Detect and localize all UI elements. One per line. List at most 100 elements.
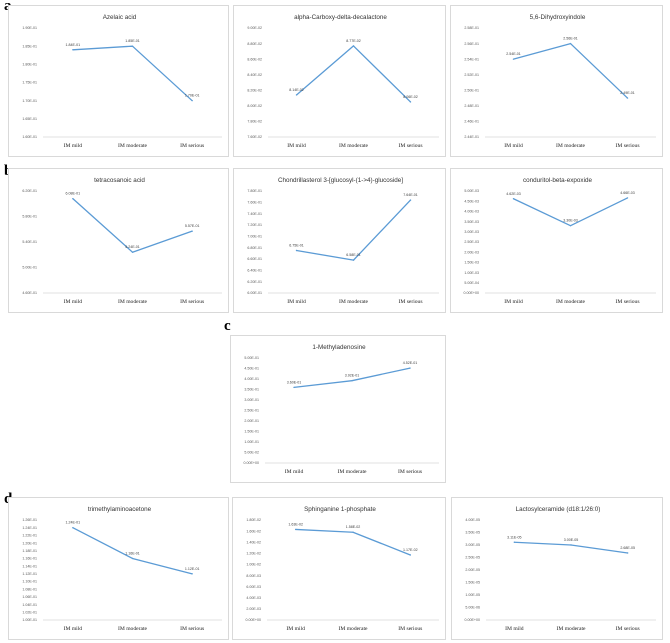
data-point xyxy=(294,528,297,531)
x-category-label: IM moderate xyxy=(339,299,369,305)
data-label: 1.70E-01 xyxy=(185,94,200,98)
y-tick-label: 4.50E-03 xyxy=(464,199,479,203)
y-tick-label: 3.00E-05 xyxy=(465,543,480,547)
y-tick-label: 7.20E-01 xyxy=(247,223,262,227)
data-label: 6.75E-01 xyxy=(289,244,304,248)
data-point xyxy=(512,58,515,60)
data-label: 6.58E-01 xyxy=(346,253,361,257)
data-point xyxy=(352,531,354,533)
y-tick-label: 1.08E-01 xyxy=(22,587,37,591)
y-tick-label: 4.50E-01 xyxy=(244,367,259,371)
chart-svg: tetracosanoic acid 4.60E-01 5.00E-01 5.40E-… xyxy=(22,177,222,305)
chart-title: 1-Methyladenosine xyxy=(312,344,366,351)
y-tick-label: 1.00E-02 xyxy=(246,563,261,567)
y-tick-label: 5.00E-04 xyxy=(464,281,479,285)
data-point xyxy=(351,379,353,382)
y-tick-label: 0.00E+00 xyxy=(465,618,481,622)
y-tick-label: 8.20E-02 xyxy=(247,88,262,92)
y-tick-label: 3.50E-01 xyxy=(244,388,259,392)
series-line xyxy=(72,198,193,253)
y-tick-label: 8.60E-02 xyxy=(247,57,262,61)
x-category-label: IM mild xyxy=(64,299,83,305)
y-tick-label: 2.56E-01 xyxy=(464,42,479,46)
data-label: 3.00E-05 xyxy=(564,538,579,542)
x-category-label: IM moderate xyxy=(118,143,148,149)
data-label: 1.24E-01 xyxy=(66,521,81,525)
y-tick-label: 2.52E-01 xyxy=(464,73,479,77)
x-category-label: IM moderate xyxy=(339,143,369,149)
y-tick-label: 2.00E-03 xyxy=(464,250,479,254)
data-label: 2.49E-01 xyxy=(620,91,635,95)
series-line xyxy=(513,42,628,99)
y-tick-label: 4.00E-03 xyxy=(464,210,479,214)
data-point xyxy=(409,554,412,556)
data-point xyxy=(512,198,515,200)
x-category-label: IM moderate xyxy=(338,626,368,632)
chart-4: Chondrillasterol 3-[glucosyl-(1->4)-gluc… xyxy=(233,168,446,313)
y-tick-label: 2.00E-01 xyxy=(244,419,259,423)
y-tick-label: 2.54E-01 xyxy=(464,57,479,61)
data-label: 1.63E-02 xyxy=(288,522,303,526)
x-category-label: IM mild xyxy=(504,143,523,149)
series-line xyxy=(295,528,411,556)
y-tick-label: 1.04E-01 xyxy=(22,603,37,607)
x-category-label: IM mild xyxy=(64,626,83,632)
data-point xyxy=(409,367,411,369)
x-category-label: IM serious xyxy=(616,626,640,632)
x-category-label: IM serious xyxy=(180,143,204,149)
data-label: 8.77E-02 xyxy=(346,39,361,43)
data-label: 1.12E-01 xyxy=(185,567,200,571)
y-tick-label: 7.80E-02 xyxy=(247,120,262,124)
chart-6: 1-Methyladenosine 0.00E+00 5.00E-02 1.00E-0… xyxy=(230,335,446,483)
y-tick-label: 6.20E-01 xyxy=(247,280,262,284)
y-tick-label: 1.80E-01 xyxy=(22,63,37,67)
chart-8: Sphinganine 1-phosphate 0.00E+00 2.00E-03 4… xyxy=(232,497,446,640)
y-tick-label: 1.40E-02 xyxy=(246,540,261,544)
y-tick-label: 1.20E-02 xyxy=(246,552,261,556)
y-tick-label: 5.40E-01 xyxy=(22,240,37,244)
data-point xyxy=(409,101,412,103)
y-tick-label: 1.80E-02 xyxy=(246,518,261,522)
y-tick-label: 1.70E-01 xyxy=(22,99,37,103)
data-point xyxy=(72,526,74,529)
data-label: 3.92E-01 xyxy=(345,374,360,378)
data-label: 3.30E-03 xyxy=(563,219,578,223)
panel-letter-a: a xyxy=(4,0,12,15)
data-point xyxy=(513,541,516,543)
y-tick-label: 4.00E-03 xyxy=(246,596,261,600)
data-point xyxy=(131,557,134,560)
y-tick-label: 6.80E-01 xyxy=(247,246,262,250)
y-tick-label: 1.60E-01 xyxy=(22,135,37,139)
data-label: 6.08E-01 xyxy=(66,192,81,196)
chart-title: alpha-Carboxy-delta-decalactone xyxy=(294,14,387,21)
data-label: 1.58E-02 xyxy=(346,525,361,529)
y-tick-label: 1.14E-01 xyxy=(22,564,37,568)
chart-title: Sphinganine 1-phosphate xyxy=(304,506,376,513)
x-category-label: IM mild xyxy=(285,469,304,475)
chart-3: tetracosanoic acid 4.60E-01 5.00E-01 5.40E-… xyxy=(8,168,229,313)
y-tick-label: 1.85E-01 xyxy=(22,44,37,48)
data-point xyxy=(295,249,298,252)
data-label: 7.64E-01 xyxy=(403,193,418,197)
y-tick-label: 9.00E-02 xyxy=(247,26,262,30)
y-tick-label: 4.00E-01 xyxy=(244,377,259,381)
series-line xyxy=(296,45,411,103)
y-tick-label: 2.50E-01 xyxy=(464,88,479,92)
x-category-label: IM moderate xyxy=(337,469,367,475)
panel-letter-c: c xyxy=(224,318,231,334)
x-category-label: IM mild xyxy=(287,299,306,305)
y-tick-label: 0.00E+00 xyxy=(464,291,480,295)
data-label: 1.84E-01 xyxy=(66,43,81,47)
data-point xyxy=(131,251,134,253)
y-tick-label: 2.58E-01 xyxy=(464,26,479,30)
series-line xyxy=(296,199,411,261)
chart-title: Chondrillasterol 3-[glucosyl-(1->4)-gluc… xyxy=(278,177,403,184)
data-point xyxy=(626,97,629,99)
x-category-label: IM serious xyxy=(398,469,422,475)
data-label: 5.24E-01 xyxy=(125,245,140,249)
x-category-label: IM moderate xyxy=(556,143,586,149)
y-tick-label: 8.40E-02 xyxy=(247,73,262,77)
y-tick-label: 2.00E-03 xyxy=(246,607,261,611)
y-tick-label: 3.50E-05 xyxy=(465,531,480,535)
y-tick-label: 7.60E-01 xyxy=(247,201,262,205)
